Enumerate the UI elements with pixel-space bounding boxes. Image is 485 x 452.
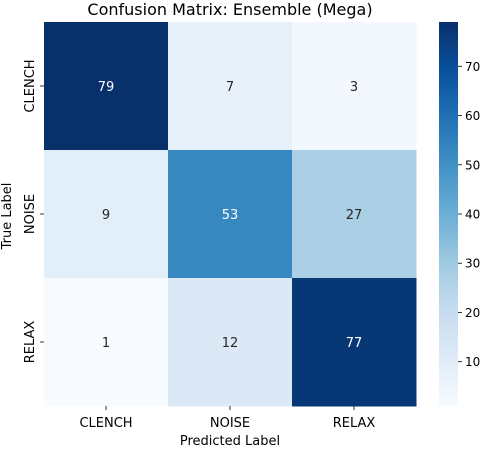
heatmap-cell (292, 150, 417, 279)
heatmap-cell (44, 278, 169, 407)
heatmap-cell-labels: 79 7 3 9 53 27 1 12 77 (98, 80, 363, 351)
cell-value-label: 9 (102, 208, 110, 223)
colorbar-tick-label: 20 (465, 306, 480, 320)
colorbar-ticks: 10 20 30 40 50 60 70 (458, 60, 480, 369)
heatmap-cell (168, 278, 293, 407)
heatmap-cell (168, 150, 293, 279)
heatmap-cell (292, 278, 417, 407)
colorbar-tick-label: 60 (465, 109, 480, 123)
x-axis-ticks: CLENCH NOISE RELAX (79, 406, 375, 431)
colorbar-tick-label: 30 (465, 257, 480, 271)
cell-value-label: 3 (350, 80, 358, 95)
cell-value-label: 27 (346, 208, 363, 223)
cell-value-label: 12 (222, 336, 239, 351)
cell-value-label: 53 (222, 208, 239, 223)
colorbar-tick-label: 40 (465, 208, 480, 222)
x-tick-label: CLENCH (79, 416, 132, 431)
heatmap-cell (292, 22, 417, 151)
chart-title: Confusion Matrix: Ensemble (Mega) (87, 0, 372, 19)
cell-value-label: 79 (98, 80, 115, 95)
colorbar-tick-label: 70 (465, 60, 480, 74)
y-axis-label: True Label (0, 183, 15, 251)
cell-value-label: 1 (102, 336, 110, 351)
heatmap-cells (44, 22, 417, 407)
cell-value-label: 77 (346, 336, 363, 351)
heatmap-cell (44, 22, 169, 151)
x-tick-label: RELAX (333, 416, 376, 431)
heatmap-cell (44, 150, 169, 279)
y-tick-label: NOISE (23, 194, 38, 234)
x-tick-label: NOISE (210, 416, 250, 431)
y-axis-ticks: CLENCH NOISE RELAX (23, 59, 44, 363)
colorbar-tick-label: 50 (465, 158, 480, 172)
y-tick-label: RELAX (23, 321, 38, 364)
colorbar-tick-label: 10 (465, 355, 480, 369)
heatmap-cell (168, 22, 293, 151)
x-axis-label: Predicted Label (180, 434, 280, 447)
colorbar (439, 22, 458, 406)
y-tick-label: CLENCH (23, 59, 38, 112)
cell-value-label: 7 (226, 80, 234, 95)
